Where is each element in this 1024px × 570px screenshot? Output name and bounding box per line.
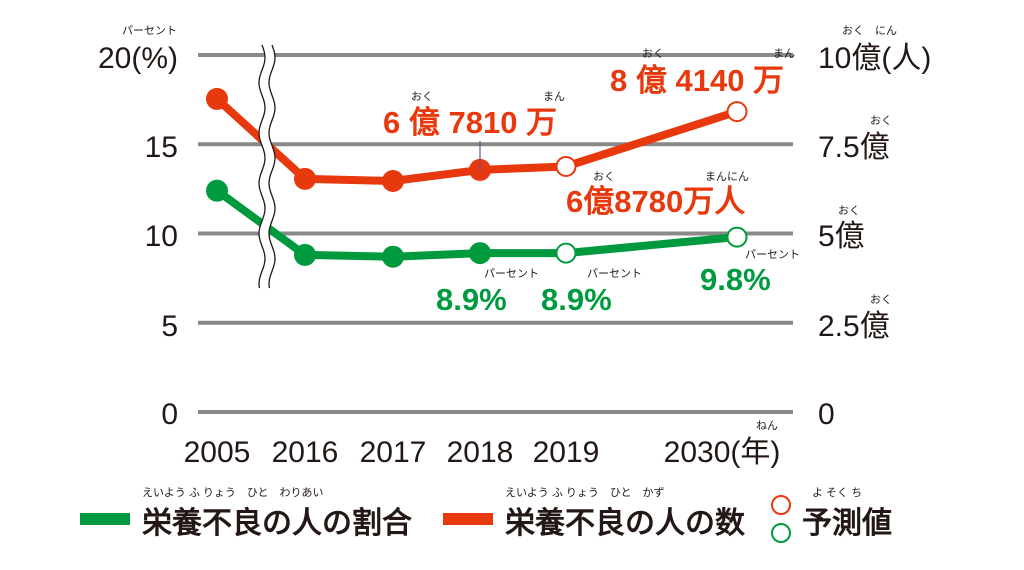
right-tick-ruby: おく [870, 114, 892, 127]
left-tick: 20(%) [98, 42, 178, 75]
legend: えいよう ふ りょう ひと わりあい 栄養不良の人の割合 えいよう ふ りょう … [80, 486, 892, 543]
series-layer [206, 87, 748, 268]
gridlines [198, 53, 793, 414]
x-tick: 2005 [184, 436, 251, 469]
annotation-ruby: まんにん [705, 170, 749, 183]
x-tick: 2017 [360, 436, 427, 469]
annotation-green-2030: 9.8% [700, 262, 771, 297]
annotation-ruby: おく [411, 90, 433, 103]
annotation-ruby: おく [642, 47, 664, 60]
right-tick: 7.5億 [818, 131, 890, 164]
right-axis: おく にん 10億(人) おく 7.5億 おく 5億 おく 2.5億 0 [818, 24, 931, 431]
annotation-ruby: パーセント [745, 248, 800, 261]
annotation-ruby: パーセント [587, 267, 642, 280]
data-point-2016 [294, 167, 316, 190]
x-tick: 2018 [447, 436, 514, 469]
annotation-ruby: パーセント [484, 267, 539, 280]
annotation-ruby: まん [543, 90, 565, 103]
break-line-right [268, 44, 276, 289]
data-point-2005 [206, 179, 228, 202]
data-point-2017 [382, 170, 404, 193]
left-tick: 0 [161, 398, 178, 431]
annotation-green-2018: 8.9% [436, 282, 507, 317]
left-tick: 15 [145, 131, 178, 164]
left-axis-ruby: パーセント [122, 24, 177, 37]
series-line-count [214, 95, 739, 186]
legend-label-count: 栄養不良の人の数 [505, 506, 746, 540]
legend-swatch-green [80, 513, 130, 525]
right-tick-ruby: おく [870, 293, 892, 306]
right-tick-ruby: おく [838, 204, 860, 217]
legend-ruby: えいよう ふ りょう ひと かず [505, 486, 665, 499]
right-tick: 2.5億 [818, 310, 890, 343]
legend-swatch-red [443, 513, 493, 525]
right-tick: 0 [818, 398, 835, 431]
legend-ruby: よ そく ち [812, 486, 862, 499]
left-tick: 10 [145, 220, 178, 253]
legend-label-forecast: 予測値 [802, 507, 892, 540]
annotation-green-2019: 8.9% [541, 282, 612, 317]
annotation-ruby: まん [773, 47, 795, 60]
right-tick: 5億 [818, 220, 865, 253]
x-tick-ruby: ねん [756, 419, 778, 432]
legend-label-ratio: 栄養不良の人の割合 [142, 506, 412, 540]
axis-break [258, 44, 276, 289]
series-line-ratio [214, 187, 738, 261]
x-tick: 2016 [272, 436, 339, 469]
annotations: おく まん 6 億 7810 万 おく まんにん 6億8780万人 おく まん … [383, 47, 800, 317]
data-point-2005 [206, 87, 228, 110]
data-point-2018 [469, 242, 491, 265]
annotation-red-2019: 6億8780万人 [566, 184, 745, 219]
left-tick: 5 [161, 310, 178, 343]
forecast-point-2019 [555, 155, 577, 177]
x-axis: 2005 2016 2017 2018 2019 ねん 2030(年) [184, 419, 781, 469]
annotation-red-2030: 8 億 4140 万 [610, 63, 784, 98]
legend-forecast-red-circle [771, 495, 791, 515]
right-tick: 10億(人) [818, 42, 931, 75]
data-point-2016 [294, 243, 316, 266]
annotation-ruby: おく [593, 170, 615, 183]
forecast-point-2030 [726, 101, 748, 123]
x-tick: 2030(年) [664, 436, 781, 469]
forecast-point-2030 [726, 226, 748, 248]
data-point-2017 [382, 245, 404, 268]
legend-forecast-green-circle [771, 523, 791, 543]
break-line-left [258, 44, 266, 289]
annotation-red-2018: 6 億 7810 万 [383, 105, 557, 140]
forecast-point-2019 [555, 242, 577, 264]
legend-ruby: えいよう ふ りょう ひと わりあい [142, 486, 324, 499]
x-tick: 2019 [533, 436, 600, 469]
right-axis-ruby: おく にん [842, 24, 897, 37]
left-axis: パーセント 20(%) 15 10 5 0 [98, 24, 178, 431]
